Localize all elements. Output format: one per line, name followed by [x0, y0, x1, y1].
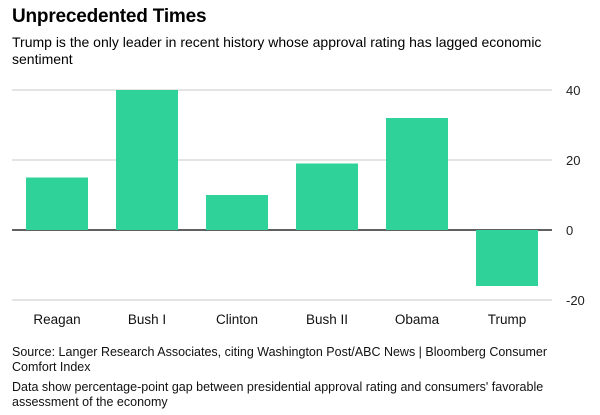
bar-clinton	[206, 195, 268, 230]
bar-trump	[476, 230, 538, 286]
bar-reagan	[26, 177, 88, 230]
x-tick-label: Clinton	[216, 312, 258, 327]
x-tick-label: Bush II	[306, 312, 348, 327]
y-tick-label: 40	[566, 83, 580, 98]
y-tick-label: -20	[566, 293, 585, 308]
y-tick-label: 0	[566, 223, 573, 238]
bar-bush-i	[116, 90, 178, 230]
x-tick-label: Reagan	[33, 312, 80, 327]
data-note: Data show percentage-point gap between p…	[12, 380, 544, 409]
x-tick-labels: Reagan Bush I Clinton Bush II Obama Trump	[33, 312, 526, 327]
x-tick-label: Trump	[488, 312, 527, 327]
chart-title: Unprecedented Times	[12, 6, 207, 27]
gridlines	[12, 89, 552, 301]
x-tick-label: Bush I	[128, 312, 166, 327]
y-tick-label: 20	[566, 153, 580, 168]
x-tick-label: Obama	[395, 312, 440, 327]
bar-obama	[386, 118, 448, 230]
bar-bush-ii	[296, 163, 358, 230]
chart-subtitle: Trump is the only leader in recent histo…	[12, 34, 542, 67]
bars	[26, 90, 538, 286]
source-note: Source: Langer Research Associates, citi…	[12, 345, 547, 374]
y-tick-labels: 40 20 0 -20	[566, 83, 585, 308]
